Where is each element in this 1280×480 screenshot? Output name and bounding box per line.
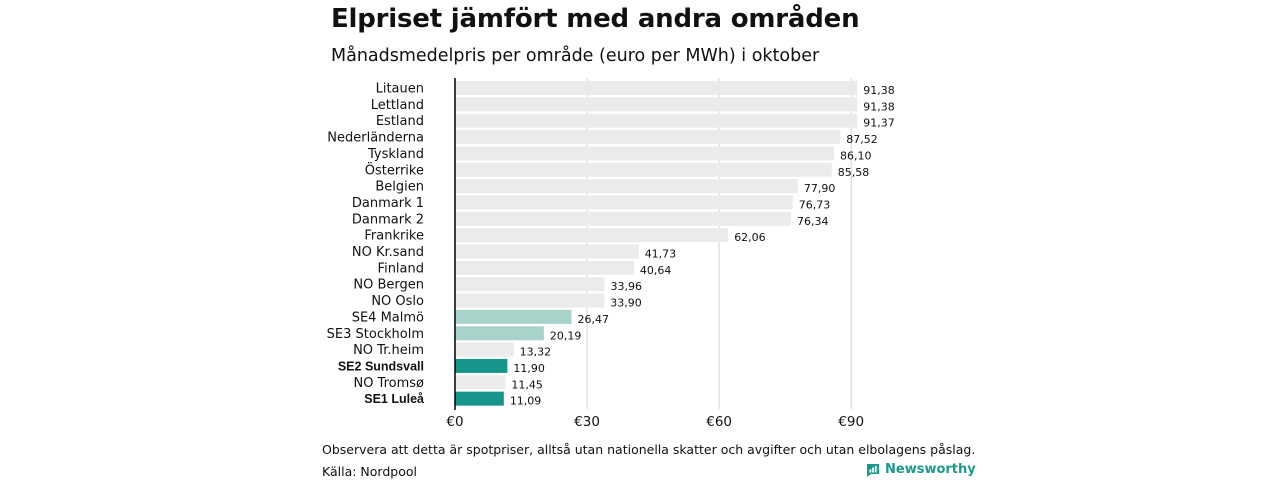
- category-label: Lettland: [371, 98, 424, 113]
- bar: [455, 358, 508, 373]
- value-label: 33,96: [610, 280, 642, 293]
- bar: [455, 342, 514, 357]
- brand-logo: Newsworthy: [866, 462, 976, 477]
- category-label: Litauen: [376, 82, 424, 97]
- source-text: Källa: Nordpool: [322, 464, 417, 479]
- category-label: NO Tromsø: [353, 376, 424, 391]
- category-label: Belgien: [375, 180, 424, 195]
- bar: [455, 309, 572, 324]
- category-label: Nederländerna: [327, 131, 424, 146]
- value-label: 77,90: [804, 182, 836, 195]
- bar: [455, 260, 634, 275]
- value-label: 33,90: [610, 297, 642, 310]
- bar: [455, 130, 841, 145]
- category-label: Österrike: [365, 161, 424, 178]
- bar: [455, 211, 792, 226]
- value-label: 86,10: [840, 149, 872, 162]
- category-label: Tyskland: [367, 147, 424, 162]
- value-label: 41,73: [645, 248, 677, 261]
- category-label: Danmark 2: [352, 212, 424, 227]
- value-label: 91,37: [863, 117, 895, 130]
- value-label: 91,38: [863, 84, 895, 97]
- category-label: NO Bergen: [353, 278, 424, 293]
- value-label: 13,32: [520, 346, 552, 359]
- category-label: NO Kr.sand: [352, 245, 424, 260]
- value-label: 76,34: [797, 215, 829, 228]
- brand-name: Newsworthy: [885, 462, 976, 477]
- x-tick-label: €60: [706, 414, 732, 430]
- value-label: 62,06: [734, 231, 766, 244]
- value-label: 87,52: [846, 133, 878, 146]
- value-label: 40,64: [640, 264, 672, 277]
- bar: [455, 81, 858, 95]
- bar: [455, 179, 798, 194]
- value-label: 11,45: [511, 378, 543, 391]
- bar: [455, 326, 544, 341]
- category-label: SE1 Luleå: [364, 392, 424, 406]
- category-label: SE3 Stockholm: [327, 327, 424, 342]
- bar: [455, 113, 858, 128]
- chart-title: Elpriset jämfört med andra områden: [331, 4, 860, 34]
- value-label: 91,38: [863, 100, 895, 113]
- bar: [455, 97, 858, 112]
- bar: [455, 244, 639, 259]
- value-label: 76,73: [799, 198, 831, 211]
- bar-chart: Litauen 91,38 Lettland 91,38 Estland 91,37 Ned…: [327, 78, 895, 430]
- category-label: SE4 Malmö: [352, 310, 424, 325]
- bar: [455, 146, 835, 161]
- chart-subtitle: Månadsmedelpris per område (euro per MWh…: [331, 46, 820, 66]
- category-label: Estland: [376, 114, 424, 129]
- bar: [455, 293, 605, 308]
- newsworthy-logo-icon: [867, 463, 879, 477]
- value-label: 20,19: [550, 329, 582, 342]
- category-label: SE2 Sundsvall: [338, 359, 424, 373]
- category-label: Frankrike: [364, 229, 424, 244]
- bar: [455, 162, 832, 177]
- bar: [455, 228, 729, 243]
- x-tick-label: €0: [446, 414, 463, 430]
- value-label: 85,58: [838, 166, 870, 179]
- value-label: 26,47: [578, 313, 610, 326]
- category-label: Danmark 1: [352, 196, 424, 211]
- bar: [455, 391, 504, 406]
- value-label: 11,90: [513, 362, 545, 375]
- category-label: NO Tr.heim: [353, 343, 424, 358]
- footnote: Observera att detta är spotpriser, allts…: [322, 442, 976, 457]
- x-tick-label: €30: [574, 414, 600, 430]
- category-label: Finland: [378, 261, 424, 276]
- bar: [455, 375, 506, 390]
- bar: [455, 277, 605, 292]
- value-label: 11,09: [510, 395, 541, 408]
- x-tick-label: €90: [838, 414, 864, 430]
- bar: [455, 195, 793, 210]
- category-label: NO Oslo: [371, 294, 424, 309]
